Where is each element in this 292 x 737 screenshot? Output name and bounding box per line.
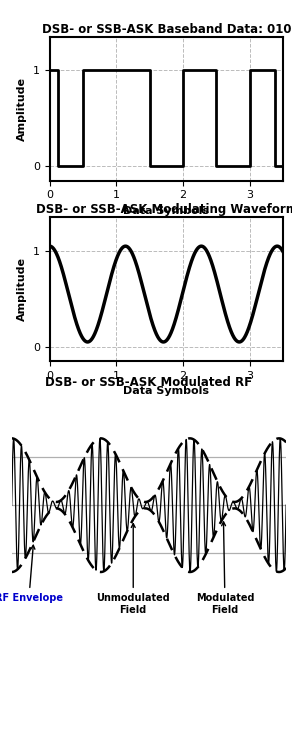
X-axis label: Data Symbols: Data Symbols [124, 206, 209, 216]
Y-axis label: Amplitude: Amplitude [17, 257, 27, 321]
Text: Unmodulated
Field: Unmodulated Field [96, 523, 170, 615]
Title: DSB- or SSB-ASK Modulated RF: DSB- or SSB-ASK Modulated RF [45, 377, 253, 389]
Title: DSB- or SSB-ASK Baseband Data: 010: DSB- or SSB-ASK Baseband Data: 010 [42, 23, 291, 35]
Text: RF Envelope: RF Envelope [0, 545, 63, 603]
Title: DSB- or SSB-ASK Modulating Waveform: DSB- or SSB-ASK Modulating Waveform [36, 203, 292, 216]
Text: Modulated
Field: Modulated Field [196, 522, 254, 615]
Y-axis label: Amplitude: Amplitude [17, 77, 27, 141]
X-axis label: Data Symbols: Data Symbols [124, 386, 209, 397]
